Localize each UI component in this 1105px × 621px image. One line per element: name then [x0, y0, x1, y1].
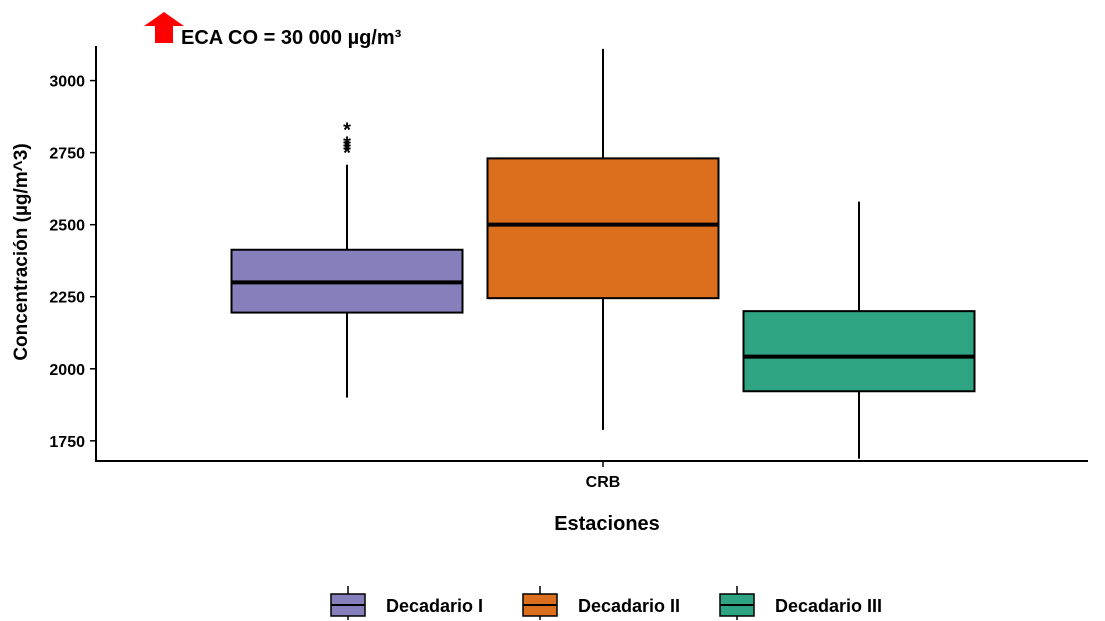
outlier-point: * — [343, 134, 351, 156]
y-tick-label: 2750 — [49, 146, 85, 163]
outlier-point: * — [343, 139, 351, 161]
y-tick-label: 2250 — [49, 290, 85, 307]
box-2 — [486, 48, 720, 430]
y-tick-label: 2500 — [49, 218, 85, 235]
y-tick-label: 3000 — [49, 74, 85, 91]
outlier-point: * — [343, 137, 351, 159]
up-arrow-icon — [144, 12, 184, 43]
x-axis-label: Estaciones — [554, 513, 660, 535]
box-iqr — [486, 157, 720, 300]
outlier-point: * — [343, 119, 351, 141]
box-1: ***** — [230, 119, 464, 398]
x-axis-ticks: CRB — [586, 461, 621, 491]
box-3 — [742, 201, 976, 459]
outlier-point: * — [343, 142, 351, 164]
y-axis-label: Concentración (µg/m^3) — [11, 143, 32, 360]
box-iqr — [742, 310, 976, 393]
eca-annotation: ECA CO = 30 000 µg/m³ — [144, 12, 402, 49]
legend-item-2: Decadario II — [522, 586, 680, 620]
legend-item-3: Decadario III — [719, 586, 882, 620]
legend: Decadario I Decadario II Decadario III — [330, 586, 882, 620]
eca-annotation-text: ECA CO = 30 000 µg/m³ — [181, 27, 402, 49]
boxes: ***** — [230, 48, 976, 459]
y-tick-label: 2000 — [49, 362, 85, 379]
legend-label: Decadario II — [578, 596, 680, 616]
y-axis-ticks: 1750 2000 2250 2500 2750 3000 — [49, 74, 96, 451]
legend-item-1: Decadario I — [330, 586, 483, 620]
y-tick-label: 1750 — [49, 434, 85, 451]
x-tick-label: CRB — [586, 474, 621, 491]
legend-label: Decadario I — [386, 596, 483, 616]
legend-label: Decadario III — [775, 596, 882, 616]
